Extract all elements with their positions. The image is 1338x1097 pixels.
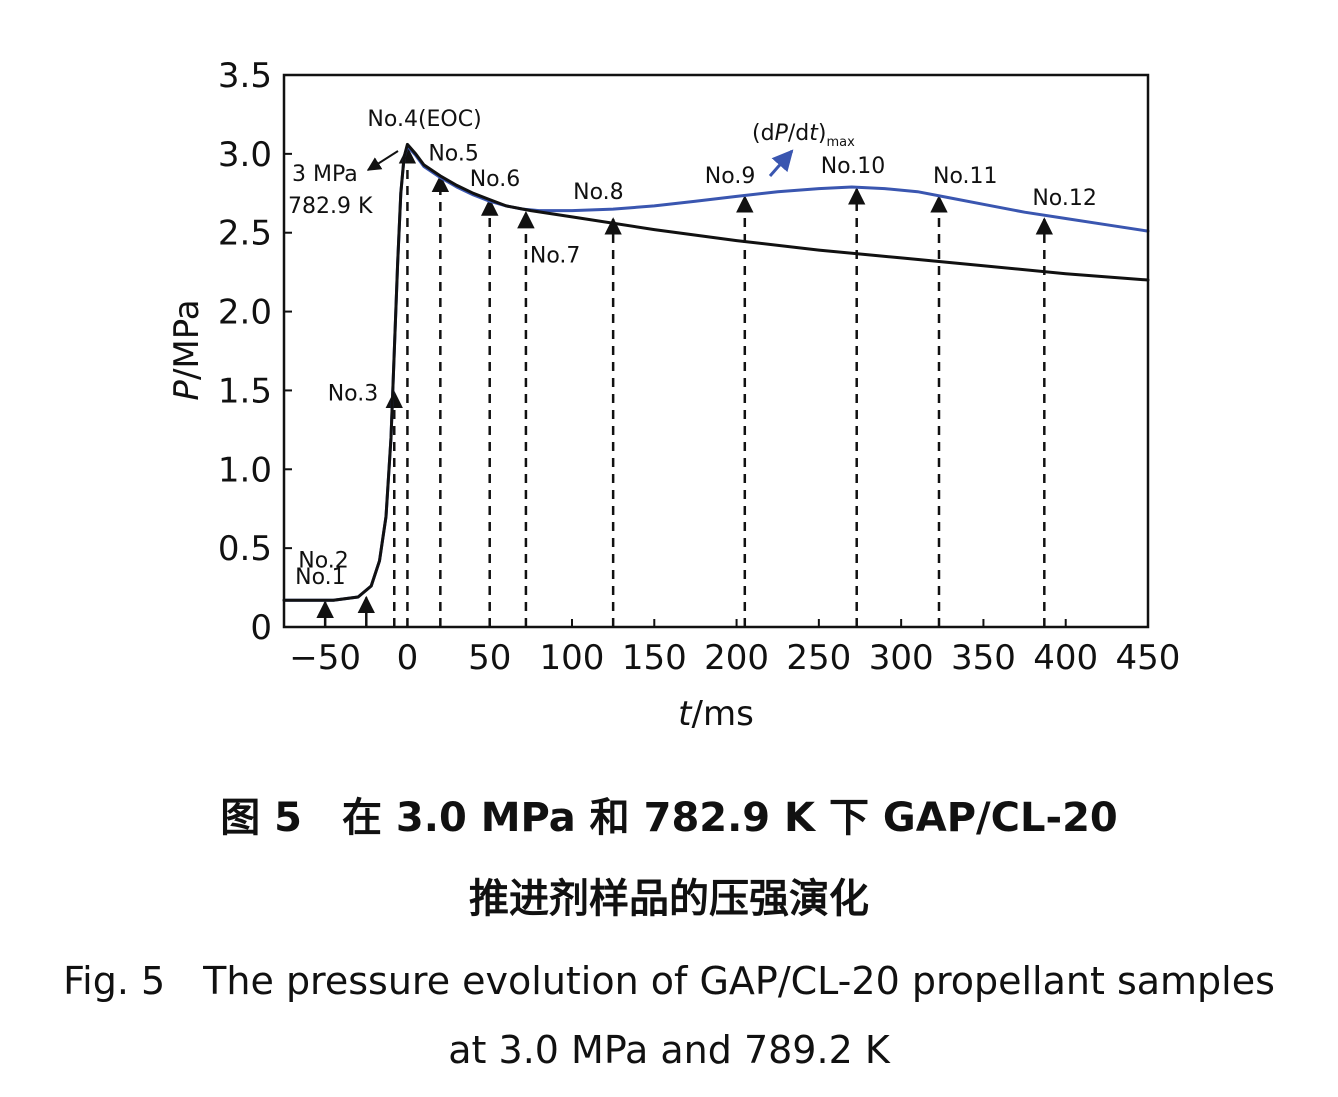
y-tick-label: 1.5 xyxy=(218,371,272,411)
y-tick-label: 0 xyxy=(250,608,272,648)
x-axis-title: t/ms xyxy=(678,694,754,734)
x-tick-label: 450 xyxy=(1116,638,1181,678)
sample-marker-label: No.10 xyxy=(821,154,886,179)
sample-marker-label: No.2 xyxy=(298,548,349,573)
y-tick-label: 3.5 xyxy=(218,56,272,96)
y-tick-label: 2.5 xyxy=(218,214,272,254)
sample-marker-label: No.1 xyxy=(295,565,346,590)
x-axis-unit: /ms xyxy=(692,694,754,734)
dpdt-max-arrow xyxy=(768,149,794,177)
blue-pressure-curve xyxy=(282,144,1150,602)
x-tick-label: 0 xyxy=(397,638,419,678)
start-condition-temperature: 782.9 K xyxy=(288,194,373,219)
y-axis-unit: /MPa xyxy=(167,299,207,380)
sample-marker-labels: No.1No.2 No.3 No.4(EOC) No.5No.6 No.7 No.8 No.… xyxy=(295,107,1097,590)
caption-en-line1: Fig. 5 The pressure evolution of GAP/CL-… xyxy=(63,959,1275,1003)
start-condition-arrow xyxy=(366,150,399,171)
y-tick-label: 1.0 xyxy=(218,450,272,490)
sample-marker-lines xyxy=(316,146,1054,627)
y-tick-label: 2.0 xyxy=(218,293,272,333)
sample-marker-label: No.11 xyxy=(933,164,998,189)
dpdt-p: P xyxy=(775,121,789,146)
dpdt-t: t xyxy=(809,121,819,146)
series-lines xyxy=(282,142,1150,602)
dpdt-max-annotation: (dP/dt)max xyxy=(752,121,855,177)
sample-marker-label: No.3 xyxy=(328,381,379,406)
caption-cn-line2: 推进剂样品的压强演化 xyxy=(469,876,869,922)
x-tick-labels: −50 0 50 100 150 200 250 300 350 400 450 xyxy=(289,638,1180,678)
dpdt-mid: /d xyxy=(788,121,809,146)
y-tick-labels: 0 0.5 1.0 1.5 2.0 2.5 3.0 3.5 xyxy=(218,56,272,648)
dpdt-sub: max xyxy=(826,135,855,150)
x-tick-label: 250 xyxy=(786,638,851,678)
y-tick-label: 3.0 xyxy=(218,135,272,175)
caption-cn-line1: 图 5 在 3.0 MPa 和 782.9 K 下 GAP/CL-20 xyxy=(220,795,1118,841)
start-condition-pressure: 3 MPa xyxy=(292,162,358,187)
x-tick-label: 300 xyxy=(869,638,934,678)
x-tick-label: 350 xyxy=(951,638,1016,678)
sample-marker-label: No.9 xyxy=(705,164,756,189)
y-axis-symbol: P xyxy=(167,380,207,401)
start-condition-annotation: 3 MPa 782.9 K xyxy=(288,150,399,219)
x-tick-label: 100 xyxy=(540,638,605,678)
dpdt-max-label: (dP/dt)max xyxy=(752,121,855,150)
dpdt-close: ) xyxy=(818,121,827,146)
x-tick-label: 400 xyxy=(1033,638,1098,678)
plot-area-frame xyxy=(282,73,1150,629)
x-tick-label: 150 xyxy=(622,638,687,678)
x-axis-symbol: t xyxy=(678,694,693,734)
sample-marker-label: No.8 xyxy=(573,180,624,205)
y-tick-label: 0.5 xyxy=(218,529,272,569)
pressure-chart: −50 0 50 100 150 200 250 300 350 400 450 0 0.5 1.0 1.… xyxy=(167,56,1180,734)
x-tick-label: −50 xyxy=(289,638,361,678)
sample-marker-label: No.6 xyxy=(470,167,521,192)
y-axis-title: P/MPa xyxy=(167,299,207,400)
dpdt-open: (d xyxy=(752,121,775,146)
axis-ticks xyxy=(284,74,1149,628)
sample-marker-label: No.5 xyxy=(428,141,479,166)
black-pressure-curve xyxy=(282,142,1150,602)
sample-marker-label: No.4(EOC) xyxy=(367,107,481,132)
sample-marker-label: No.7 xyxy=(530,244,581,269)
x-tick-label: 200 xyxy=(704,638,769,678)
sample-marker-label: No.12 xyxy=(1032,186,1097,211)
caption-en-line2: at 3.0 MPa and 789.2 K xyxy=(448,1028,890,1072)
x-tick-label: 50 xyxy=(468,638,511,678)
